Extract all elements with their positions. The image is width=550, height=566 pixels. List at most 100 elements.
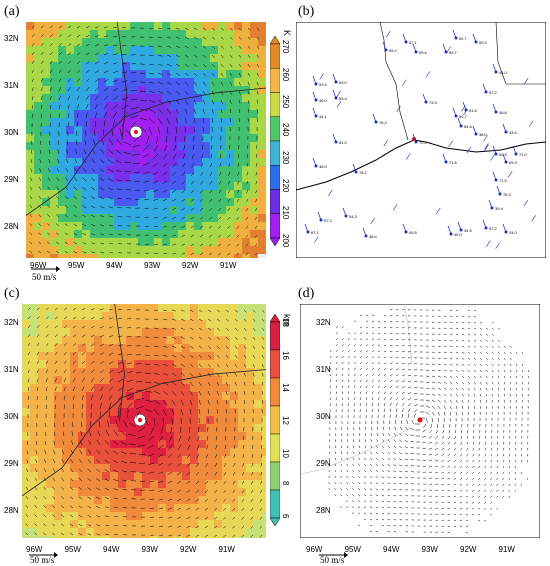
panel-a-colorbar-tick: 200: [281, 234, 290, 248]
station-value-label: 34.5: [464, 228, 473, 233]
station-value-label: 78.2: [359, 170, 368, 175]
station-value-label: 59.2: [479, 40, 488, 45]
panel-a-y-tick: 28N: [4, 222, 19, 231]
station-value-label: 46.6: [499, 110, 508, 115]
panel-c-colorbar-tick: 8: [281, 481, 290, 486]
station-value-label: 67.1: [311, 230, 320, 235]
station-value-label: 50.7: [459, 114, 468, 119]
panel-a-colorbar: [270, 36, 280, 246]
panel-c-y-tick: 31N: [4, 365, 19, 374]
panel-c-colorbar-tick: 12: [281, 416, 290, 425]
panel-d-y-tick: 30N: [316, 412, 331, 421]
panel-a-colorbar-tick: 250: [281, 95, 290, 109]
panel-a-x-tick: 91W: [220, 261, 237, 270]
panel-c-colorbar: [270, 314, 280, 526]
station-value-label: 81.0: [339, 140, 348, 145]
panel-d-x-tick: 96W: [306, 545, 323, 554]
panel-c-x-tick: 92W: [180, 545, 197, 554]
panel-c-y-tick: 32N: [4, 318, 19, 327]
station-value-label: 59.2: [389, 48, 398, 53]
station-value-label: 76.2: [379, 120, 388, 125]
panel-a-colorbar-tick: 210: [281, 206, 290, 220]
panel-d-label: (d): [298, 286, 315, 301]
station-value-label: 69.3: [509, 160, 518, 165]
station-value-label: 38.0: [319, 164, 328, 169]
panel-d-y-tick: 29N: [316, 459, 331, 468]
station-value-label: 34.0: [509, 230, 518, 235]
station-value-label: 59.7: [449, 50, 458, 55]
panel-a-wind-vectors: [29, 25, 260, 256]
station-value-label: 59.6: [419, 50, 428, 55]
panel-d-x-tick: 91W: [498, 545, 515, 554]
panel-a-x-tick: 95W: [68, 261, 85, 270]
panel-a-x-tick: 93W: [144, 261, 161, 270]
panel-a-colorbar-unit: K: [282, 30, 292, 37]
panel-a-colorbar-tick: 240: [281, 123, 290, 137]
panel-a-colorbar-tick: 220: [281, 178, 290, 192]
panel-c-colorbar-tick: 6: [281, 514, 290, 519]
station-value-label: 67.1: [409, 40, 418, 45]
station-value-label: 52.7: [459, 36, 468, 41]
panel-c-colorbar-tick: 18: [281, 318, 290, 327]
panel-b-label: (b): [298, 4, 315, 19]
panel-d-x-tick: 95W: [344, 545, 361, 554]
panel-d-x-tick: 92W: [460, 545, 477, 554]
panel-c-x-tick: 94W: [103, 545, 120, 554]
panel-c-x-tick: 95W: [64, 545, 81, 554]
panel-c-colorbar-tick: 16: [281, 350, 290, 360]
station-value-label: 71.5: [499, 178, 508, 183]
panel-c-colorbar-tick: 10: [281, 448, 290, 458]
panel-a-label: (a): [4, 4, 20, 19]
station-value-label: 49.5: [409, 230, 418, 235]
panel-c-cloud-top-map: [22, 304, 266, 538]
station-value-label: 71.6: [449, 160, 458, 165]
panel-a-scale-arrow: [31, 266, 60, 272]
panel-c-y-tick: 29N: [4, 459, 19, 468]
panel-a-colorbar-tick: 260: [281, 67, 290, 82]
panel-a-y-tick: 29N: [4, 175, 19, 184]
station-value-label: 53.4: [339, 96, 348, 101]
panel-a-colorbar-tick: 230: [281, 150, 290, 165]
station-value-label: 73.3: [429, 100, 438, 105]
panel-c-x-tick: 96W: [26, 545, 43, 554]
station-value-label: 38.0: [479, 132, 488, 137]
panel-a-x-tick: 94W: [106, 261, 123, 270]
panel-c-scale-label: 50 m/s: [30, 555, 55, 565]
station-value-label: 45.0: [454, 232, 463, 237]
panel-a-colorbar-tick: 270: [281, 40, 290, 54]
panel-d-wind-vectors: [328, 309, 530, 534]
panel-a-satellite-map: [26, 22, 266, 258]
panel-a-y-tick: 30N: [4, 128, 19, 137]
panel-c-scale-arrow: [29, 552, 58, 558]
panel-a-x-tick: 96W: [30, 261, 47, 270]
station-value-label: 44.1: [319, 114, 328, 119]
panel-c-wind-vectors: [25, 307, 265, 538]
panel-c-label: (c): [4, 286, 20, 301]
panel-d-x-tick: 93W: [421, 545, 438, 554]
panel-a-x-tick: 92W: [182, 261, 199, 270]
panel-b-station-map: 67.1 59.2 52.7 59.2 59.7 59.6 44.0 57.2 46.6 53.4…: [296, 22, 546, 258]
station-value-label: 44.0: [499, 70, 508, 75]
panel-c-x-tick: 93W: [141, 545, 158, 554]
station-value-label: 39.4: [495, 206, 504, 211]
station-value-label: 78.3: [503, 192, 512, 197]
station-value-label: 51.5: [469, 108, 478, 113]
station-value-label: 57.2: [489, 226, 498, 231]
panel-d-x-tick: 94W: [383, 545, 400, 554]
station-value-label: 57.2: [324, 218, 333, 223]
station-value-label: 71.0: [519, 152, 528, 157]
panel-d-scale-label: 50 m/s: [320, 555, 345, 565]
panel-c-x-tick: 91W: [218, 545, 235, 554]
station-value-label: 53.0: [339, 80, 348, 85]
station-value-label: 54.3: [349, 214, 358, 219]
station-value-label: 70.2: [419, 140, 428, 145]
station-value-label: 38.4: [369, 234, 378, 239]
panel-d-scale-arrow: [319, 552, 348, 558]
panel-d-y-tick: 32N: [316, 318, 331, 327]
panel-a-scale-label: 50 m/s: [32, 272, 57, 282]
panel-a-y-tick: 31N: [4, 81, 19, 90]
station-value-label: 54.6: [464, 124, 473, 129]
panel-c-colorbar-tick: 14: [281, 383, 290, 393]
panel-a-y-tick: 32N: [4, 34, 19, 43]
station-value-label: 57.2: [489, 90, 498, 95]
